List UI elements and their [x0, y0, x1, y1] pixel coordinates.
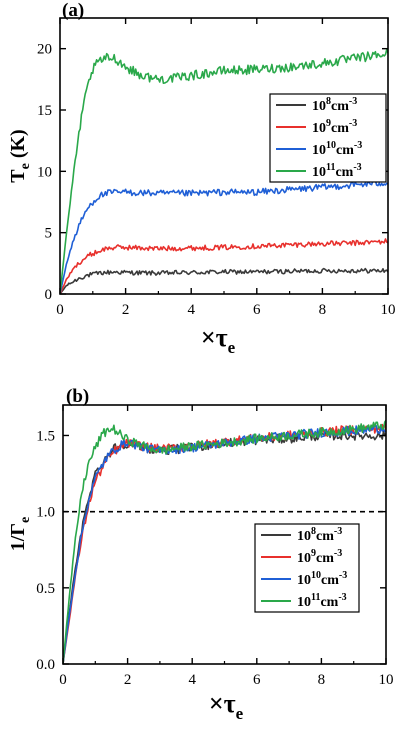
legend-box: [254, 523, 360, 613]
legend-label-exp: 8: [311, 526, 316, 537]
chart-panel-b: 0 2 4 6 8 100.00.51.01.5(b)×τe1/Γe108cm-3109c…: [7, 386, 394, 723]
y-axis-label-sub: e: [18, 517, 33, 523]
x-axis-label: ×τe: [201, 323, 236, 357]
y-tick-label: 0: [45, 287, 53, 303]
y-axis-label: 1/Γe: [7, 517, 33, 552]
legend-label: 109cm-3: [297, 548, 342, 566]
legend-label-unit-exp: -3: [349, 96, 357, 107]
x-axis-label-sub: e: [236, 704, 244, 723]
legend-label-unit-exp: -3: [338, 592, 346, 603]
legend-label-unit: cm: [316, 551, 334, 566]
legend-label-unit: cm: [316, 529, 334, 544]
legend-label: 1011cm-3: [297, 592, 347, 610]
legend-label: 109cm-3: [312, 118, 357, 136]
series-line-10-10: [60, 179, 388, 294]
x-tick-label: 0: [59, 672, 67, 688]
y-tick-label: 1.0: [36, 505, 55, 521]
legend-label-exp: 10: [326, 140, 336, 151]
legend-label-base: 10: [312, 121, 326, 136]
x-axis-label: ×τe: [209, 689, 244, 723]
legend-label-unit-exp: -3: [334, 548, 342, 559]
legend-label-unit-exp: -3: [339, 570, 347, 581]
x-tick-label: 2: [124, 672, 132, 688]
y-tick-label: 10: [37, 164, 52, 180]
legend-label-unit: cm: [335, 165, 353, 180]
legend-label-unit: cm: [331, 99, 349, 114]
legend-box: [269, 93, 387, 183]
legend-label-unit: cm: [321, 573, 339, 588]
legend-label: 1011cm-3: [312, 162, 362, 180]
y-axis-label-symbol: 1/Γ: [7, 523, 29, 551]
x-tick-label: 4: [188, 672, 196, 688]
x-tick-label: 2: [122, 302, 130, 318]
legend-label-base: 10: [297, 573, 311, 588]
panel-label: (b): [66, 386, 89, 407]
x-axis-label-symbol: ×τ: [201, 323, 228, 352]
series-line-10-11: [60, 48, 388, 294]
legend-label-base: 10: [297, 529, 311, 544]
y-axis-label: Te (K): [7, 129, 33, 182]
legend-label: 1010cm-3: [297, 570, 347, 588]
y-tick-label: 0.0: [36, 657, 55, 673]
x-tick-label: 8: [319, 302, 327, 318]
legend-label-unit-exp: -3: [334, 526, 342, 537]
legend-label: 108cm-3: [312, 96, 357, 114]
x-tick-label: 0: [56, 302, 64, 318]
legend-label-base: 10: [297, 551, 311, 566]
legend-label-exp: 10: [311, 570, 321, 581]
legend-label-unit: cm: [331, 121, 349, 136]
series-group: [60, 48, 388, 294]
series-line-10-9: [60, 238, 388, 294]
y-tick-label: 1.5: [36, 428, 55, 444]
y-axis-label-sub: e: [18, 163, 33, 169]
x-tick-label: 4: [187, 302, 195, 318]
legend-label-exp: 9: [311, 548, 316, 559]
legend-label-exp: 8: [326, 96, 331, 107]
y-tick-label: 15: [37, 103, 52, 119]
x-tick-label: 10: [381, 302, 396, 318]
legend-label-unit-exp: -3: [353, 162, 361, 173]
y-tick-label: 20: [37, 42, 52, 58]
series-line-10-8: [60, 267, 388, 294]
x-axis-label-sub: e: [228, 338, 236, 357]
x-tick-label: 6: [253, 672, 261, 688]
legend-label-base: 10: [312, 143, 326, 158]
y-tick-label: 5: [45, 226, 53, 242]
legend-label: 108cm-3: [297, 526, 342, 544]
legend-label-unit-exp: -3: [354, 140, 362, 151]
x-tick-label: 10: [379, 672, 394, 688]
legend-label-exp: 9: [326, 118, 331, 129]
legend-label-unit-exp: -3: [349, 118, 357, 129]
x-tick-label: 8: [318, 672, 326, 688]
x-axis-label-symbol: ×τ: [209, 689, 236, 718]
panel-label: (a): [62, 0, 84, 21]
legend-label-base: 10: [297, 595, 311, 610]
legend-label: 1010cm-3: [312, 140, 362, 158]
legend-label-exp: 11: [326, 162, 335, 173]
legend-label-exp: 11: [311, 592, 320, 603]
y-axis-label-unit: (K): [7, 129, 29, 163]
legend-label-unit: cm: [320, 595, 338, 610]
x-tick-label: 6: [253, 302, 261, 318]
legend-label-base: 10: [312, 165, 326, 180]
series-group: [63, 419, 386, 664]
y-tick-label: 0.5: [36, 581, 55, 597]
series-line-10-11: [63, 419, 386, 664]
y-axis-label-symbol: T: [7, 169, 29, 183]
legend-label-base: 10: [312, 99, 326, 114]
legend-label-unit: cm: [336, 143, 354, 158]
